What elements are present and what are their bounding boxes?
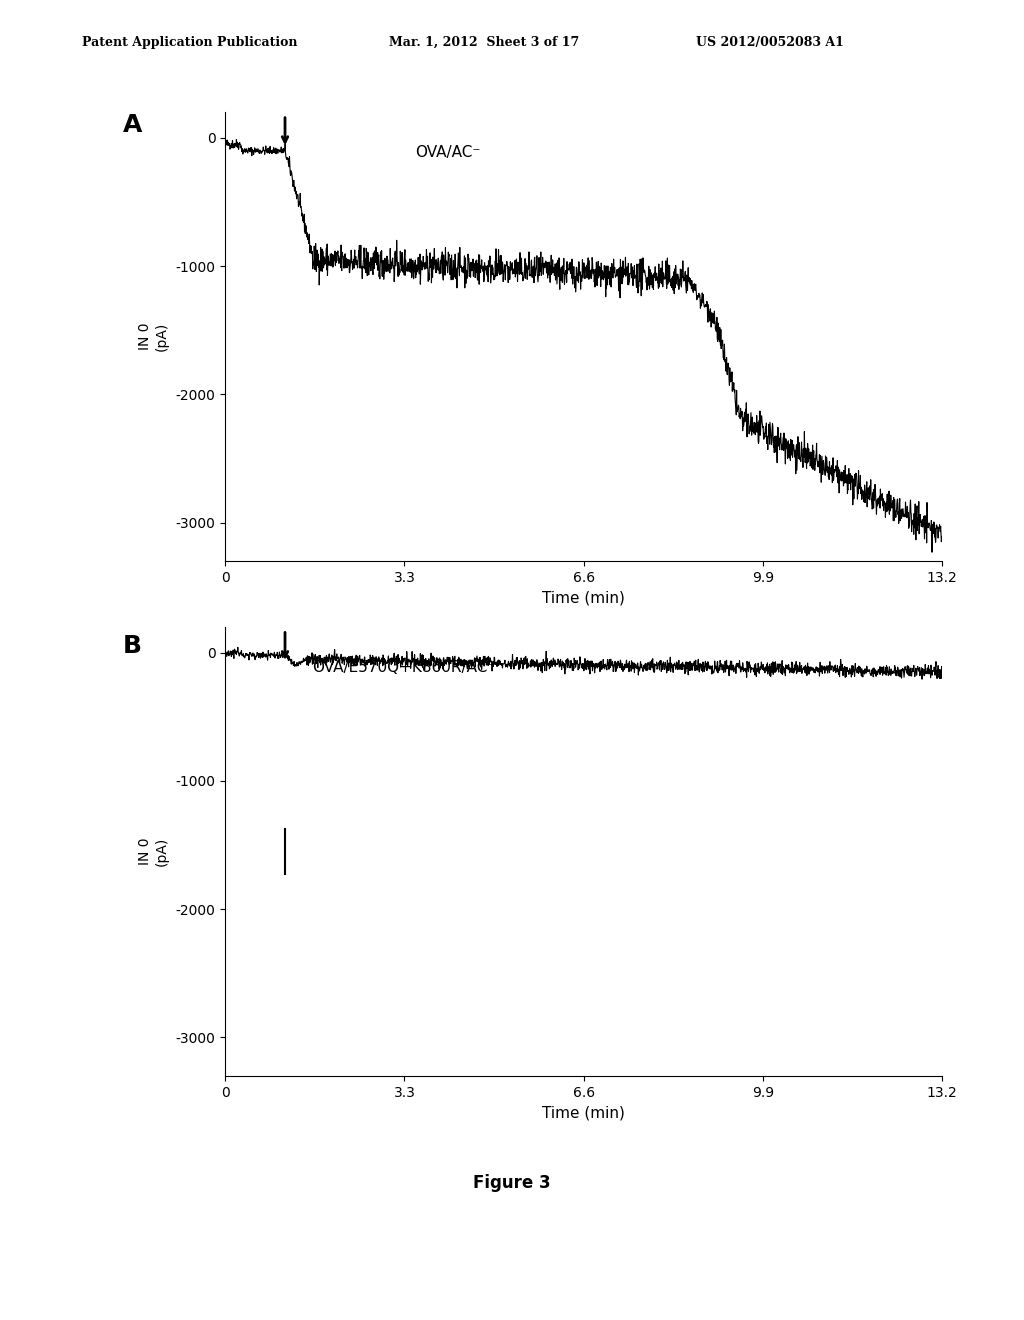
Y-axis label: IN 0
(pA): IN 0 (pA) <box>138 837 169 866</box>
Text: A: A <box>123 114 142 137</box>
Text: US 2012/0052083 A1: US 2012/0052083 A1 <box>696 36 844 49</box>
X-axis label: Time (min): Time (min) <box>543 590 625 606</box>
Text: OVA/E570Q+K860R/AC⁻: OVA/E570Q+K860R/AC⁻ <box>312 660 496 675</box>
Text: Mar. 1, 2012  Sheet 3 of 17: Mar. 1, 2012 Sheet 3 of 17 <box>389 36 580 49</box>
Y-axis label: IN 0
(pA): IN 0 (pA) <box>138 322 169 351</box>
Text: Figure 3: Figure 3 <box>473 1173 551 1192</box>
X-axis label: Time (min): Time (min) <box>543 1105 625 1121</box>
Text: B: B <box>123 635 142 659</box>
Text: Patent Application Publication: Patent Application Publication <box>82 36 297 49</box>
Text: OVA/AC⁻: OVA/AC⁻ <box>416 145 480 160</box>
